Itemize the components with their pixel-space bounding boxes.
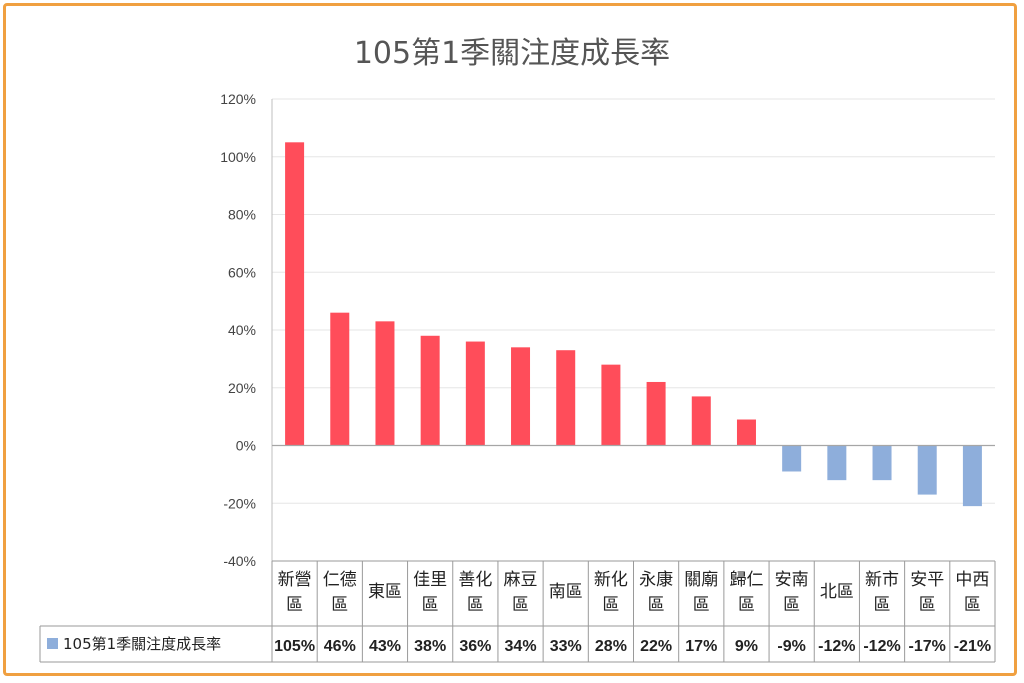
y-tick-label: -40%	[223, 553, 256, 569]
y-tick-label: 100%	[220, 149, 256, 165]
bar	[917, 445, 937, 495]
data-label: 46%	[324, 638, 356, 655]
y-tick-label: 0%	[236, 438, 256, 454]
category-label: 新營區	[278, 570, 312, 615]
data-label: -12%	[863, 638, 900, 655]
bar	[962, 445, 982, 507]
y-tick-label: 20%	[228, 380, 256, 396]
y-axis: 120% 100% 80% 60% 40% 20% 0% -20% -40%	[220, 91, 273, 569]
category-label: 安南區	[775, 570, 809, 615]
data-label: 22%	[640, 638, 672, 655]
data-label: 33%	[550, 638, 582, 655]
legend-swatch	[47, 638, 58, 649]
y-tick-label: 40%	[228, 322, 256, 338]
legend-label: 105第1季關注度成長率	[63, 635, 221, 653]
category-label: 關廟區	[684, 570, 718, 615]
bar	[420, 335, 440, 446]
y-tick-label: -20%	[223, 495, 256, 511]
category-label: 仁德區	[323, 570, 357, 615]
bar	[827, 445, 847, 481]
category-label: 佳里區	[413, 570, 447, 615]
bar	[465, 341, 485, 446]
category-label: 東區	[368, 582, 402, 602]
category-label: 麻豆區	[504, 570, 538, 615]
data-label: 105%	[274, 638, 315, 655]
category-label: 歸仁區	[729, 570, 763, 615]
data-label: 9%	[735, 638, 758, 655]
bar	[330, 312, 350, 446]
bar	[556, 350, 576, 446]
bar	[285, 142, 305, 446]
data-label: 34%	[505, 638, 537, 655]
category-label: 安平區	[910, 570, 944, 615]
bar	[691, 396, 711, 446]
category-label: 北區	[820, 582, 854, 602]
bar	[375, 321, 395, 446]
bar	[872, 445, 892, 481]
data-label: -9%	[777, 638, 805, 655]
data-label: 36%	[459, 638, 491, 655]
bar	[601, 364, 621, 446]
data-label: -12%	[818, 638, 855, 655]
category-label: 新化區	[594, 570, 628, 615]
data-label: -17%	[909, 638, 946, 655]
category-label: 中西區	[955, 570, 989, 615]
chart-frame	[3, 3, 1017, 676]
category-label: 新市區	[865, 570, 899, 615]
bars	[272, 142, 995, 507]
data-table: 新營區仁德區東區佳里區善化區麻豆區南區新化區永康區關廟區歸仁區安南區北區新市區安…	[39, 560, 996, 663]
data-label: 43%	[369, 638, 401, 655]
category-label: 南區	[549, 582, 583, 602]
bar	[511, 347, 531, 446]
data-label: 28%	[595, 638, 627, 655]
data-label: -21%	[954, 638, 991, 655]
y-tick-label: 60%	[228, 264, 256, 280]
y-tick-label: 80%	[228, 207, 256, 223]
category-label: 永康區	[639, 570, 673, 615]
bar	[736, 419, 756, 446]
y-tick-label: 120%	[220, 91, 256, 107]
category-label: 善化區	[458, 570, 492, 615]
bar	[782, 445, 802, 472]
chart-title: 105第1季關注度成長率	[353, 36, 671, 71]
data-label: 38%	[414, 638, 446, 655]
data-label: 17%	[685, 638, 717, 655]
bar	[646, 381, 666, 446]
